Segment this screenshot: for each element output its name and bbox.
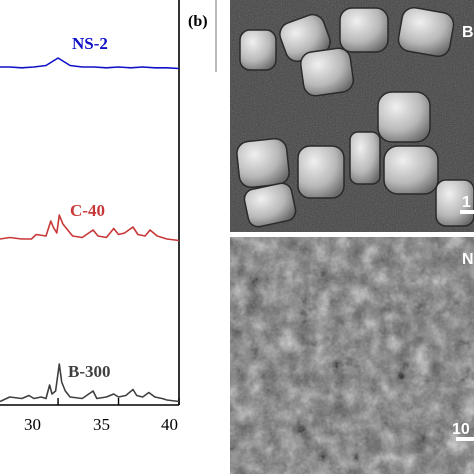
- scale-bar-bottom: [456, 437, 474, 441]
- x-tick-label-40: 40: [161, 415, 178, 434]
- sem-image-bottom: N 10: [230, 237, 474, 474]
- sem-top-scale-label: 1: [462, 194, 471, 211]
- panel-separator: [215, 0, 217, 72]
- series-line-ns-2: [0, 57, 180, 70]
- sem-bottom-scale-label: 10: [452, 421, 470, 438]
- series-label-b300: B-300: [68, 362, 111, 381]
- sem-image-top: B 1: [230, 0, 474, 232]
- sem-top-tag: B: [462, 24, 474, 41]
- sem-bottom-tag: N: [462, 251, 474, 268]
- microcubes: [236, 6, 474, 228]
- series-line-b-300: [0, 363, 180, 403]
- scale-bar-top: [460, 210, 474, 214]
- sem-top-texture: [230, 0, 474, 232]
- x-tick-label-30: 30: [24, 415, 41, 434]
- series-line-c-40: [0, 214, 180, 242]
- x-tick-label-35: 35: [93, 415, 110, 434]
- sem-bottom-texture: [230, 237, 474, 474]
- series-label-ns2: NS-2: [72, 34, 108, 53]
- series-layer: [0, 57, 180, 403]
- panel-b-label: (b): [188, 13, 208, 30]
- series-label-c40: C-40: [70, 201, 105, 220]
